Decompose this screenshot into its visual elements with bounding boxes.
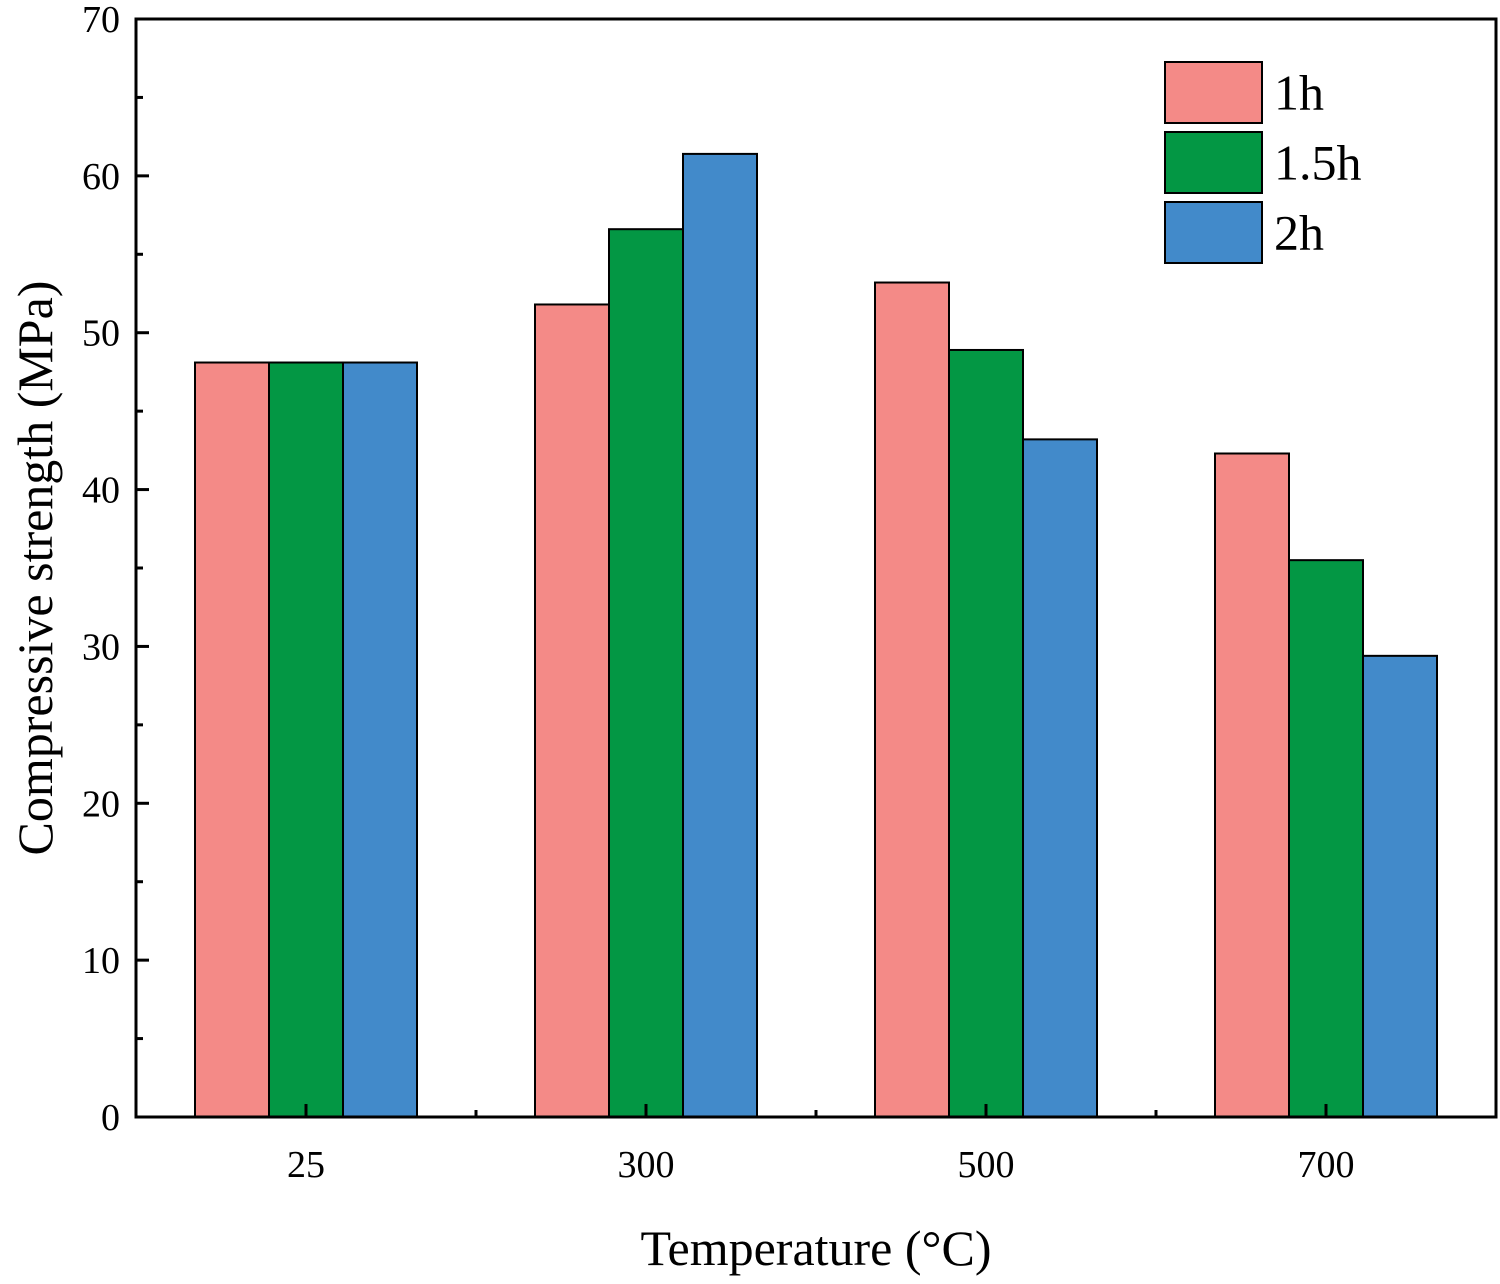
x-tick-label-500: 500 xyxy=(958,1144,1015,1186)
y-tick-label-0: 0 xyxy=(101,1097,120,1139)
bar-1_5h-700 xyxy=(1288,559,1364,1118)
bar-1_5h-500 xyxy=(948,348,1024,1118)
x-axis-title: Temperature (°C) xyxy=(640,1220,991,1276)
legend-swatch-1_5h xyxy=(1164,131,1263,194)
bar-1_5h-25 xyxy=(268,361,344,1118)
y-tick-label-30: 30 xyxy=(82,626,120,668)
x-tick-label-300: 300 xyxy=(618,1144,675,1186)
axes-layer: 0 10 20 30 40 50 60 70 25 300 500 700 xyxy=(82,0,1498,1186)
legend: 1h 1.5h 2h xyxy=(1164,61,1362,264)
bar-1_5h-300 xyxy=(608,228,684,1118)
bar-1h-25 xyxy=(194,361,270,1118)
x-tick-label-25: 25 xyxy=(287,1144,325,1186)
y-tick-label-40: 40 xyxy=(82,470,120,512)
legend-label-1_5h: 1.5h xyxy=(1274,135,1362,191)
bar-2h-500 xyxy=(1022,438,1098,1118)
bar-2h-25 xyxy=(342,361,418,1118)
bar-2h-300 xyxy=(682,152,758,1118)
bar-1h-300 xyxy=(534,303,610,1119)
bar-1h-500 xyxy=(874,281,950,1118)
y-tick-label-70: 70 xyxy=(82,0,120,41)
legend-label-2h: 2h xyxy=(1274,205,1324,261)
bar-2h-700 xyxy=(1362,654,1438,1119)
y-tick-label-50: 50 xyxy=(82,313,120,355)
y-tick-label-10: 10 xyxy=(82,940,120,982)
x-tick-label-700: 700 xyxy=(1298,1144,1355,1186)
y-tick-label-60: 60 xyxy=(82,156,120,198)
bar-1h-700 xyxy=(1214,452,1290,1119)
legend-swatch-2h xyxy=(1164,201,1263,264)
bars-layer xyxy=(194,152,1438,1119)
legend-label-1h: 1h xyxy=(1274,65,1324,121)
y-tick-label-20: 20 xyxy=(82,783,120,825)
y-axis-title: Compressive strength (MPa) xyxy=(7,281,63,856)
legend-swatch-1h xyxy=(1164,61,1263,124)
